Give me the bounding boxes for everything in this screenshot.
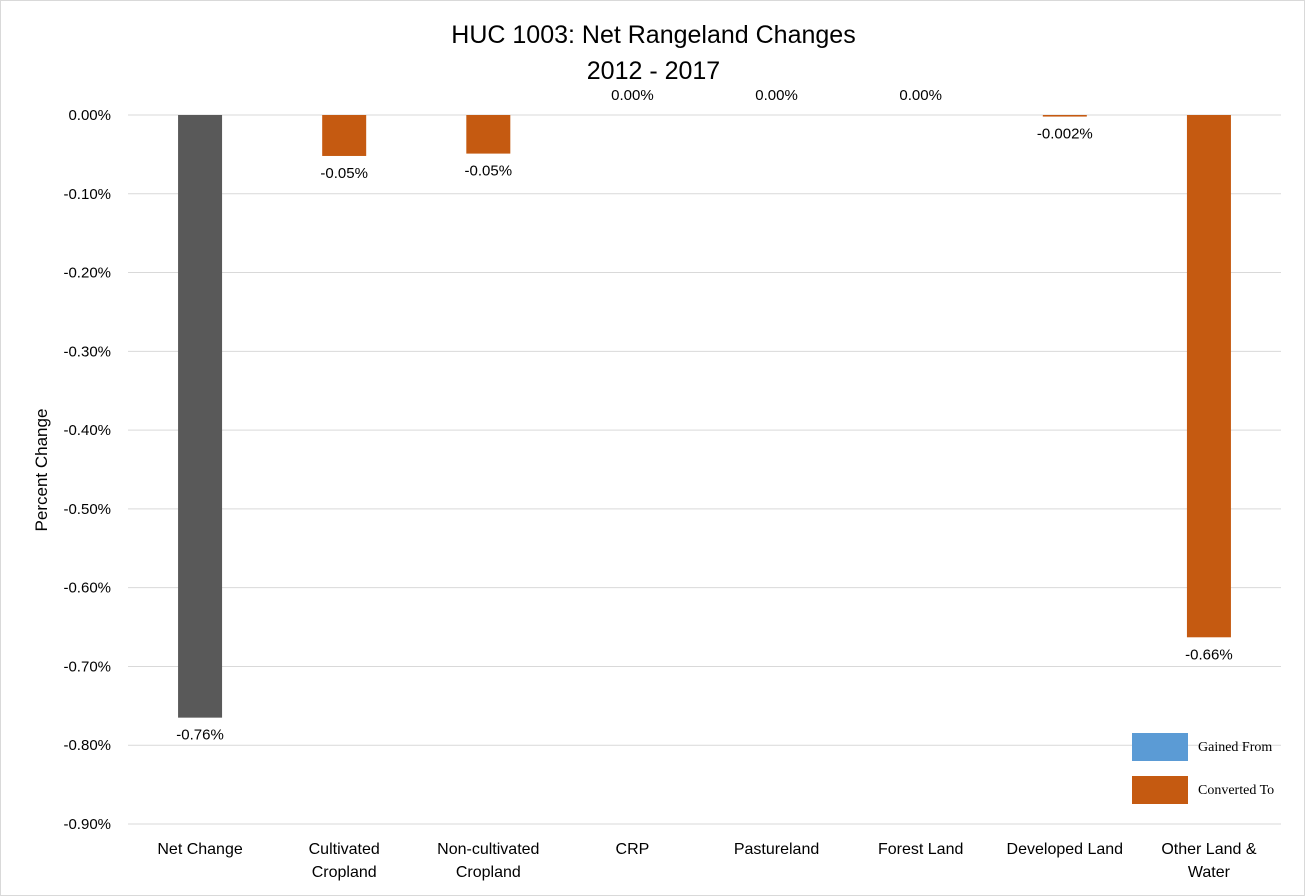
y-axis: 0.00% -0.10% -0.20% -0.30% -0.40% -0.50% -0.60… bbox=[63, 107, 111, 833]
y-tick-label: -0.80% bbox=[63, 737, 111, 754]
y-tick-label: -0.60% bbox=[63, 580, 111, 597]
bar bbox=[466, 115, 511, 154]
data-label: -0.66% bbox=[1185, 646, 1233, 663]
y-tick-label: -0.50% bbox=[63, 501, 111, 518]
chart-subtitle: 2012 - 2017 bbox=[586, 57, 721, 85]
data-label: -0.76% bbox=[176, 727, 224, 744]
y-tick-label: 0.00% bbox=[68, 107, 111, 124]
x-tick-label: Developed Land bbox=[1007, 841, 1124, 858]
legend-swatch bbox=[1132, 733, 1188, 761]
bar bbox=[322, 115, 367, 156]
bar bbox=[1186, 115, 1231, 638]
y-tick-label: -0.70% bbox=[63, 658, 111, 675]
y-tick-label: -0.10% bbox=[63, 186, 111, 203]
x-tick-label: Net Change bbox=[157, 841, 242, 858]
data-label: -0.05% bbox=[465, 163, 513, 180]
y-tick-label: -0.30% bbox=[63, 343, 111, 360]
legend: Gained From Converted To bbox=[1132, 733, 1274, 804]
y-axis-label: Percent Change bbox=[32, 409, 51, 532]
data-label: 0.00% bbox=[611, 87, 654, 104]
y-tick-label: -0.20% bbox=[63, 265, 111, 282]
legend-label: Gained From bbox=[1198, 740, 1272, 755]
bars bbox=[178, 115, 1231, 718]
x-tick-label: Forest Land bbox=[878, 841, 963, 858]
x-axis: Net Change Cultivated Cropland Non-cultivat… bbox=[157, 841, 1256, 881]
data-label: 0.00% bbox=[755, 87, 798, 104]
y-tick-label: -0.90% bbox=[63, 816, 111, 833]
chart-title: HUC 1003: Net Rangeland Changes bbox=[451, 21, 856, 49]
legend-swatch bbox=[1132, 776, 1188, 804]
data-label: -0.05% bbox=[320, 165, 368, 182]
y-tick-label: -0.40% bbox=[63, 422, 111, 439]
data-label: -0.002% bbox=[1037, 126, 1093, 143]
bar bbox=[1042, 115, 1087, 117]
gridlines bbox=[128, 114, 1281, 825]
legend-label: Converted To bbox=[1198, 783, 1274, 798]
data-labels: -0.76% -0.05% -0.05% 0.00% 0.00% 0.00% -0.002%… bbox=[176, 87, 1232, 744]
x-tick-label: CRP bbox=[616, 841, 650, 858]
x-tick-label: Other Land & Water bbox=[1161, 841, 1257, 881]
data-label: 0.00% bbox=[899, 87, 942, 104]
x-tick-label: Cultivated Cropland bbox=[309, 841, 380, 881]
x-tick-label: Pastureland bbox=[734, 841, 819, 858]
bar bbox=[178, 115, 223, 718]
x-tick-label: Non-cultivated Cropland bbox=[437, 841, 539, 881]
